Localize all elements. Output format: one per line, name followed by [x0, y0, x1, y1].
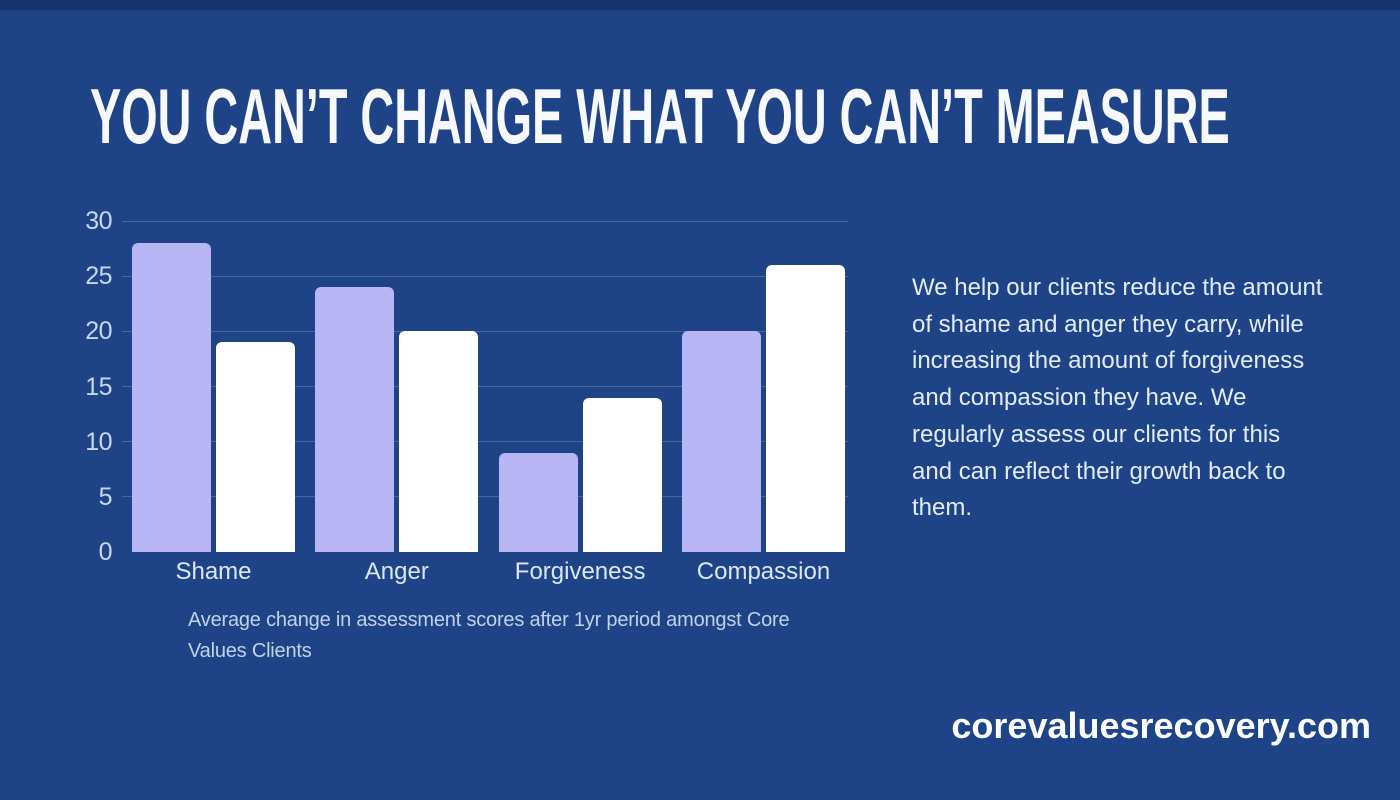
website-url: corevaluesrecovery.com: [951, 705, 1371, 746]
gridline-15: [122, 386, 848, 387]
bar-white-forgiveness: [582, 397, 662, 552]
x-axis: Shame Anger Forgiveness Compassion: [122, 558, 848, 592]
y-tick-label-10: 10: [85, 427, 112, 456]
y-tick-label-5: 5: [98, 482, 113, 511]
bar-white-shame: [216, 342, 295, 552]
bar-lavender-compassion: [681, 331, 761, 552]
x-label-compassion: Compassion: [696, 558, 831, 585]
y-tick-label-20: 20: [85, 317, 112, 346]
bar-lavender-anger: [315, 287, 395, 552]
top-edge-shadow: [0, 0, 1400, 10]
page-title: YOU CAN’T CHANGE WHAT YOU CAN’T MEASURE: [90, 72, 1230, 160]
description-text: We help our clients reduce the amount of…: [912, 274, 1323, 522]
y-tick-label-30: 30: [85, 207, 112, 235]
y-tick-label-25: 25: [85, 262, 112, 291]
bar-white-anger: [399, 331, 479, 552]
gridline-30: [122, 220, 848, 222]
bar-plot: [122, 220, 848, 552]
y-tick-label-15: 15: [85, 372, 112, 401]
gridline-5: [122, 496, 848, 498]
chart-caption: Average change in assessment scores afte…: [188, 609, 790, 662]
gridline-20: [122, 330, 848, 332]
bar-lavender-forgiveness: [498, 452, 578, 552]
x-label-forgiveness: Forgiveness: [514, 558, 646, 585]
gridline-10: [122, 441, 848, 443]
y-tick-label-0: 0: [98, 538, 113, 566]
x-label-anger: Anger: [364, 558, 429, 585]
x-label-shame: Shame: [175, 558, 252, 585]
bar-white-compassion: [765, 265, 845, 552]
y-axis: 0 5 10 15 20 25 30: [52, 207, 113, 566]
bar-lavender-shame: [132, 243, 211, 552]
gridline-25: [122, 275, 848, 277]
